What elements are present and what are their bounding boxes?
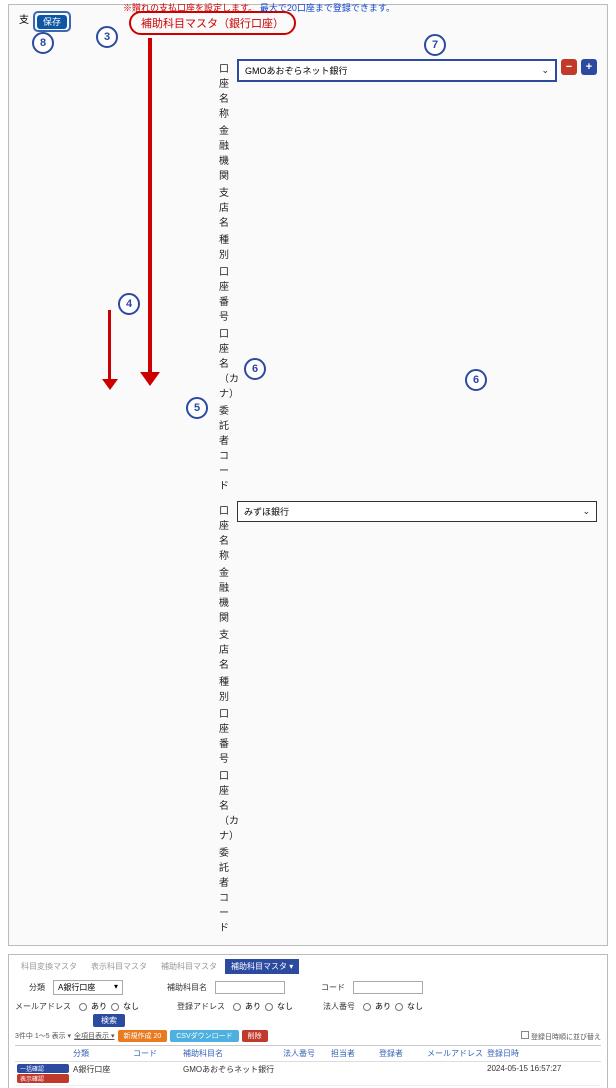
filter-code-input[interactable] (353, 981, 423, 994)
filter-mail-label: メールアドレス (15, 1001, 71, 1012)
filter-reg-radio[interactable]: あり なし (233, 1001, 293, 1012)
show-all-toggle[interactable]: 全項目表示 ▾ (74, 1031, 114, 1041)
delete-button[interactable]: 削除 (242, 1030, 268, 1042)
tab-bar: 科目変換マスタ 表示科目マスタ 補助科目マスタ 補助科目マスタ ▾ (15, 959, 601, 974)
callout-4: 4 (118, 293, 140, 315)
col-mail[interactable]: メールアドレス (425, 1046, 485, 1062)
callout-6-left: 6 (244, 358, 266, 380)
col-date[interactable]: 登録日時 (485, 1046, 601, 1062)
label-type: 種別 (219, 672, 237, 704)
callout-5: 5 (186, 397, 208, 419)
filter-code-label: コード (321, 982, 345, 993)
search-button[interactable]: 検索 (93, 1014, 125, 1027)
account-select-1-value: GMOあおぞらネット銀行 (245, 64, 348, 77)
master-list-panel: 科目変換マスタ 表示科目マスタ 補助科目マスタ 補助科目マスタ ▾ 分類 A銀行… (8, 954, 608, 1088)
label-bank: 金融機関 (219, 563, 237, 625)
account-select-1[interactable]: GMOあおぞらネット銀行 ⌄ (237, 59, 557, 82)
remove-account-button[interactable]: − (561, 59, 577, 75)
table-row[interactable]: 一括確認 表示確認 A銀行口座 GMOあおぞらネット銀行 2024-05-15 … (15, 1062, 601, 1086)
callout-7: 7 (424, 34, 446, 56)
chevron-down-icon: ⌄ (582, 506, 590, 517)
tab-2[interactable]: 表示科目マスタ (85, 959, 153, 974)
tab-1[interactable]: 科目変換マスタ (15, 959, 83, 974)
col-blank (15, 1046, 71, 1062)
label-prefix: 支 (19, 11, 29, 26)
tab-3[interactable]: 補助科目マスタ (155, 959, 223, 974)
filter-reg-label: 登録アドレス (177, 1001, 225, 1012)
account-select-2[interactable]: みずほ銀行 ⌄ (237, 501, 597, 522)
col-reg[interactable]: 登録者 (377, 1046, 425, 1062)
label-branch: 支店名 (219, 183, 237, 230)
flow-arrow-main (148, 38, 152, 376)
flow-arrow-main-head (140, 372, 160, 386)
col-code[interactable]: コード (131, 1046, 181, 1062)
row-batch-button[interactable]: 一括確認 (17, 1064, 69, 1073)
filter-bunrui-select[interactable]: A銀行口座▾ (53, 980, 123, 995)
flow-arrow-branch-head (102, 379, 118, 390)
label-bank: 金融機関 (219, 121, 237, 183)
label-kana: 口座名（カナ） (219, 766, 237, 843)
add-account-button[interactable]: + (581, 59, 597, 75)
label-trustee: 委託者コード (219, 401, 237, 493)
col-houjin[interactable]: 法人番号 (281, 1046, 329, 1062)
row-bunrui[interactable]: A銀行口座 (71, 1062, 131, 1086)
label-trustee: 委託者コード (219, 843, 237, 935)
account-field-labels: 口座名称 金融機関 支店名 種別 口座番号 口座名（カナ） 委託者コード (19, 501, 237, 935)
limit-note: 最大で20口座まで登録できます。 (260, 3, 395, 13)
filter-bunrui-label: 分類 (29, 982, 45, 993)
callout-3: 3 (96, 26, 118, 48)
new-button[interactable]: 新規作成 20 (118, 1030, 168, 1042)
col-tanto[interactable]: 担当者 (329, 1046, 377, 1062)
csv-button[interactable]: CSVダウンロード (170, 1030, 238, 1042)
sort-checkbox-label[interactable]: 登録日時順に並び替え (531, 1034, 601, 1041)
filter-houjin-radio[interactable]: あり なし (363, 1001, 423, 1012)
section-title-oval: 補助科目マスタ（銀行口座） (129, 11, 296, 35)
callout-6-right: 6 (465, 369, 487, 391)
chevron-down-icon: ⌄ (541, 65, 549, 76)
label-number: 口座番号 (219, 704, 237, 766)
row-date: 2024-05-15 16:57:27 (485, 1062, 601, 1086)
account-field-labels: 口座名称 金融機関 支店名 種別 口座番号 口座名（カナ） 委託者コード (19, 59, 237, 493)
tab-4-active[interactable]: 補助科目マスタ ▾ (225, 959, 299, 974)
account-select-2-value: みずほ銀行 (244, 505, 289, 518)
label-account-name: 口座名称 (219, 59, 237, 121)
filter-hojo-label: 補助科目名 (167, 982, 207, 993)
label-number: 口座番号 (219, 262, 237, 324)
label-kana: 口座名（カナ） (219, 324, 237, 401)
save-button-wrap: 保存 (33, 11, 71, 32)
filter-hojo-input[interactable] (215, 981, 285, 994)
account-settings-panel: 支 保存 補助科目マスタ（銀行口座） ※贈れの支払口座を設定します。 最大で20… (8, 4, 608, 946)
label-account-name: 口座名称 (219, 501, 237, 563)
label-type: 種別 (219, 230, 237, 262)
results-table: 分類 コード 補助科目名 法人番号 担当者 登録者 メールアドレス 登録日時 一… (15, 1045, 601, 1086)
result-count: 3件中 1〜5 表示 ▾ (15, 1031, 71, 1041)
row-view-button[interactable]: 表示確認 (17, 1074, 69, 1083)
callout-8: 8 (32, 32, 54, 54)
label-branch: 支店名 (219, 625, 237, 672)
filter-houjin-label: 法人番号 (323, 1001, 355, 1012)
row-hojo[interactable]: GMOあおぞらネット銀行 (181, 1062, 281, 1086)
col-bunrui[interactable]: 分類 (71, 1046, 131, 1062)
flow-arrow-branch (108, 310, 111, 382)
col-hojo[interactable]: 補助科目名 (181, 1046, 281, 1062)
filter-mail-radio[interactable]: あり なし (79, 1001, 139, 1012)
warning-note: ※贈れの支払口座を設定します。 (123, 3, 257, 13)
section-title: 補助科目マスタ（銀行口座） (141, 18, 284, 30)
save-button[interactable]: 保存 (37, 15, 67, 29)
